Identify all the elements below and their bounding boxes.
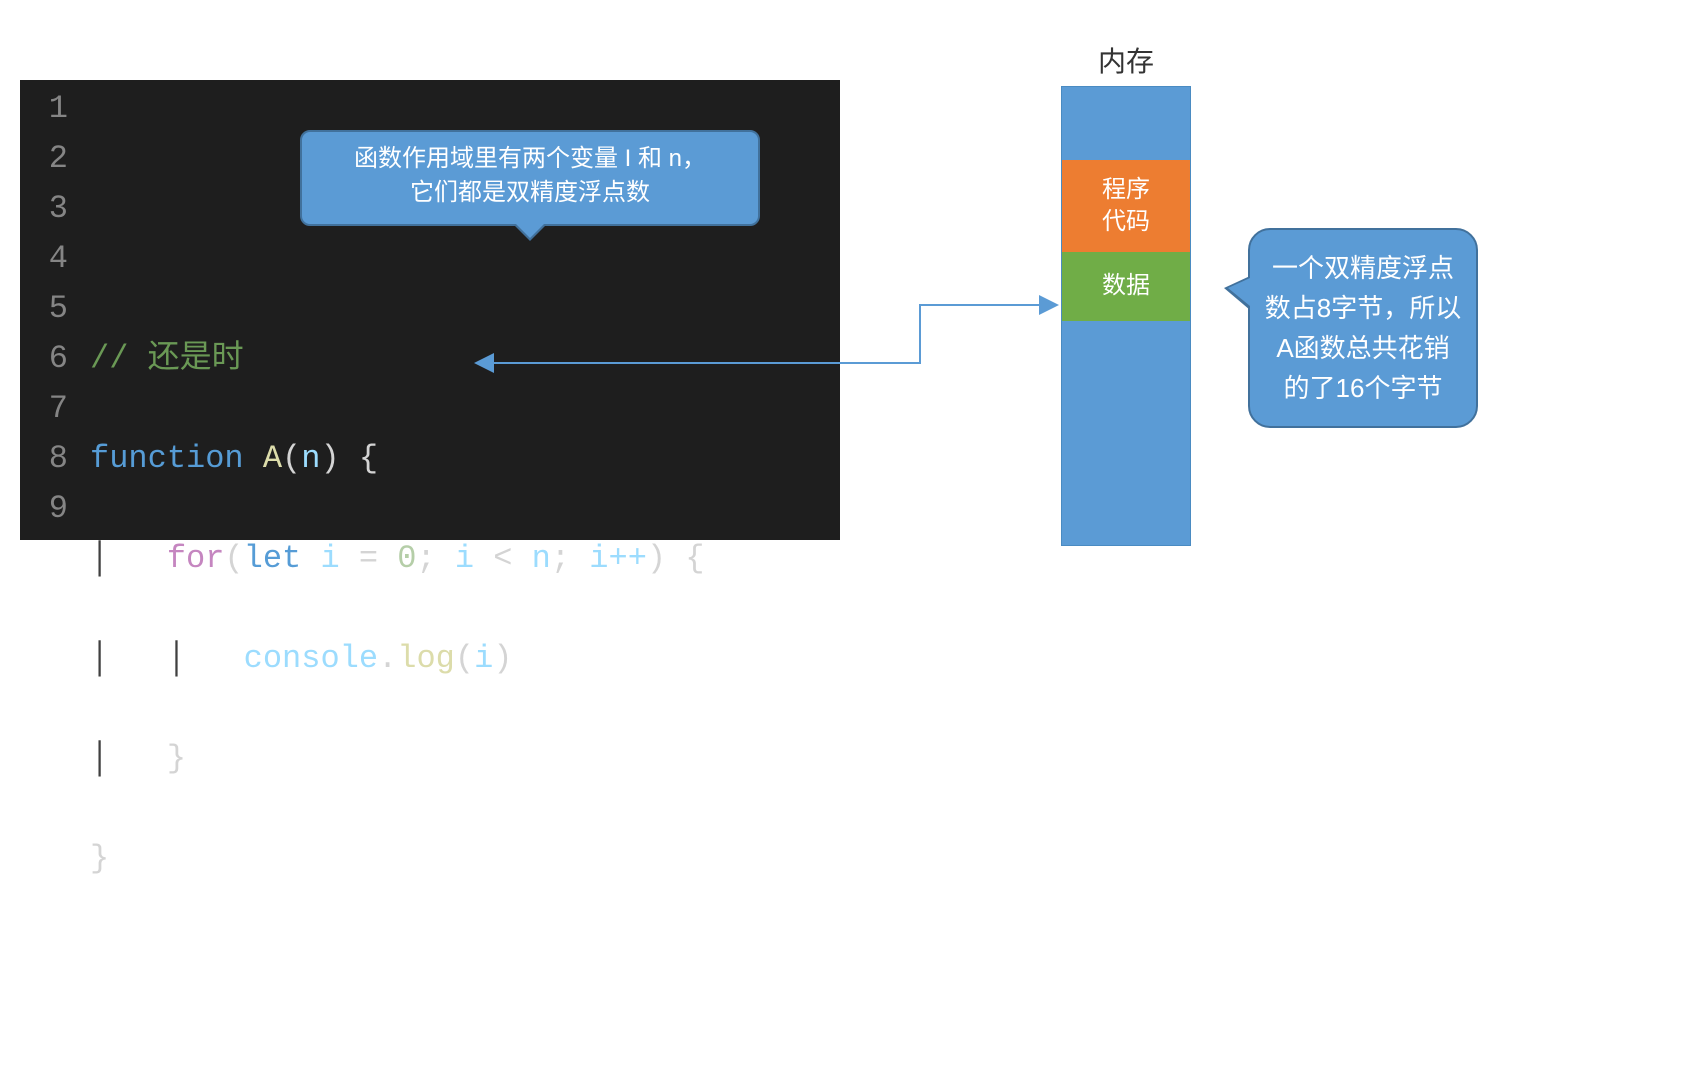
- line-number: 1: [20, 84, 68, 134]
- variable-token: i: [320, 540, 339, 577]
- line-number-gutter: 1 2 3 4 5 6 7 8 9: [20, 80, 90, 540]
- brace-token: {: [359, 440, 378, 477]
- method-token: log: [397, 640, 455, 677]
- memory-segment-bottom: [1062, 321, 1190, 545]
- code-line: │ │ console.log(i): [90, 634, 840, 684]
- variable-token: i++: [589, 540, 647, 577]
- variable-token: i: [455, 540, 474, 577]
- brace-token: {: [685, 540, 704, 577]
- line-number: 8: [20, 434, 68, 484]
- memory-segment-top: [1062, 87, 1190, 160]
- code-line: [90, 234, 840, 284]
- memory-segment-data: 数据: [1062, 252, 1190, 321]
- line-number: 2: [20, 134, 68, 184]
- callout-line: 它们都是双精度浮点数: [314, 176, 746, 210]
- code-line: }: [90, 834, 840, 884]
- memory-segment-code: 程序 代码: [1062, 160, 1190, 252]
- variable-token: n: [532, 540, 551, 577]
- code-line: │ for(let i = 0; i < n; i++) {: [90, 534, 840, 584]
- callout-scope-variables: 函数作用域里有两个变量 I 和 n， 它们都是双精度浮点数: [300, 130, 760, 226]
- number-token: 0: [397, 540, 416, 577]
- line-number: 9: [20, 484, 68, 534]
- code-line: [90, 934, 840, 984]
- line-number: 3: [20, 184, 68, 234]
- callout-byte-cost: 一个双精度浮点数占8字节，所以A函数总共花销的了16个字节: [1248, 228, 1478, 428]
- keyword-token: for: [167, 540, 225, 577]
- variable-token: i: [474, 640, 493, 677]
- keyword-token: function: [90, 440, 244, 477]
- line-number: 7: [20, 384, 68, 434]
- callout-line: 函数作用域里有两个变量 I 和 n，: [314, 142, 746, 176]
- line-number: 5: [20, 284, 68, 334]
- brace-token: }: [167, 740, 186, 777]
- brace-token: }: [90, 840, 109, 877]
- line-number: 6: [20, 334, 68, 384]
- function-name-token: A: [263, 440, 282, 477]
- line-number: 4: [20, 234, 68, 284]
- code-line: function A(n) {: [90, 434, 840, 484]
- keyword-token: let: [244, 540, 302, 577]
- code-line: // 还是时: [90, 334, 840, 384]
- object-token: console: [244, 640, 378, 677]
- memory-title: 内存: [1061, 40, 1191, 80]
- memory-column: 程序 代码 数据: [1061, 86, 1191, 546]
- comment-token: // 还是时: [90, 340, 244, 377]
- code-line: │ }: [90, 734, 840, 784]
- param-token: n: [301, 440, 320, 477]
